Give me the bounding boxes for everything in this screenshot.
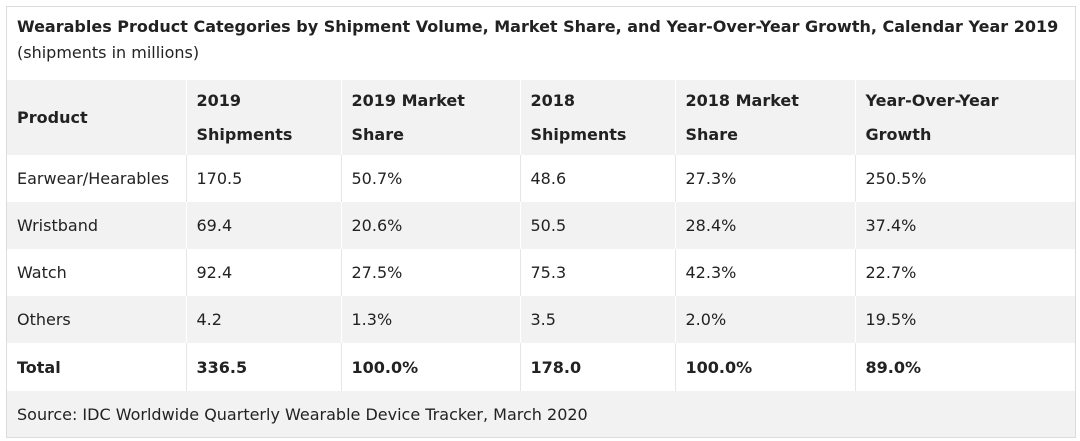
table-subtitle: (shipments in millions) [17, 43, 200, 62]
cell-product: Earwear/Hearables [7, 155, 187, 202]
table-caption: Wearables Product Categories by Shipment… [17, 14, 1067, 66]
cell-2019-shipments: 92.4 [186, 249, 342, 296]
cell-yoy-growth: 19.5% [855, 296, 1075, 343]
header-2019-market-share: 2019 Market Share [341, 80, 521, 155]
table-title: Wearables Product Categories by Shipment… [17, 17, 1059, 36]
table-row: Watch 92.4 27.5% 75.3 42.3% 22.7% [7, 249, 1075, 296]
header-2019-shipments: 2019 Shipments [186, 80, 342, 155]
table-row: Wristband 69.4 20.6% 50.5 28.4% 37.4% [7, 202, 1075, 249]
table-row: Earwear/Hearables 170.5 50.7% 48.6 27.3%… [7, 155, 1075, 202]
header-product: Product [7, 80, 187, 155]
header-yoy-growth: Year-Over-Year Growth [855, 80, 1075, 155]
total-row: Total 336.5 100.0% 178.0 100.0% 89.0% [7, 343, 1075, 391]
cell-2018-market-share: 27.3% [675, 155, 856, 202]
shipments-table: Product 2019 Shipments 2019 Market Share… [7, 80, 1075, 437]
table-row: Others 4.2 1.3% 3.5 2.0% 19.5% [7, 296, 1075, 343]
cell-2019-market-share: 27.5% [341, 249, 521, 296]
cell-2018-market-share: 28.4% [675, 202, 856, 249]
cell-2019-shipments: 69.4 [186, 202, 342, 249]
cell-yoy-growth: 37.4% [855, 202, 1075, 249]
cell-2018-shipments: 48.6 [520, 155, 676, 202]
header-2018-market-share: 2018 Market Share [675, 80, 856, 155]
cell-2019-market-share: 50.7% [341, 155, 521, 202]
cell-2018-market-share: 2.0% [675, 296, 856, 343]
cell-2019-market-share: 1.3% [341, 296, 521, 343]
total-2018-shipments: 178.0 [520, 343, 676, 391]
cell-product: Others [7, 296, 187, 343]
cell-yoy-growth: 22.7% [855, 249, 1075, 296]
total-2019-shipments: 336.5 [186, 343, 342, 391]
total-label: Total [7, 343, 187, 391]
cell-product: Watch [7, 249, 187, 296]
total-2018-market-share: 100.0% [675, 343, 856, 391]
cell-product: Wristband [7, 202, 187, 249]
source-note: Source: IDC Worldwide Quarterly Wearable… [7, 391, 1075, 437]
table-frame [6, 6, 1076, 438]
header-2018-shipments: 2018 Shipments [520, 80, 676, 155]
cell-2018-shipments: 3.5 [520, 296, 676, 343]
cell-2019-market-share: 20.6% [341, 202, 521, 249]
cell-2018-shipments: 50.5 [520, 202, 676, 249]
total-2019-market-share: 100.0% [341, 343, 521, 391]
source-row: Source: IDC Worldwide Quarterly Wearable… [7, 391, 1075, 437]
header-row: Product 2019 Shipments 2019 Market Share… [7, 80, 1075, 155]
cell-2018-shipments: 75.3 [520, 249, 676, 296]
cell-2019-shipments: 170.5 [186, 155, 342, 202]
total-yoy-growth: 89.0% [855, 343, 1075, 391]
cell-2018-market-share: 42.3% [675, 249, 856, 296]
cell-yoy-growth: 250.5% [855, 155, 1075, 202]
cell-2019-shipments: 4.2 [186, 296, 342, 343]
